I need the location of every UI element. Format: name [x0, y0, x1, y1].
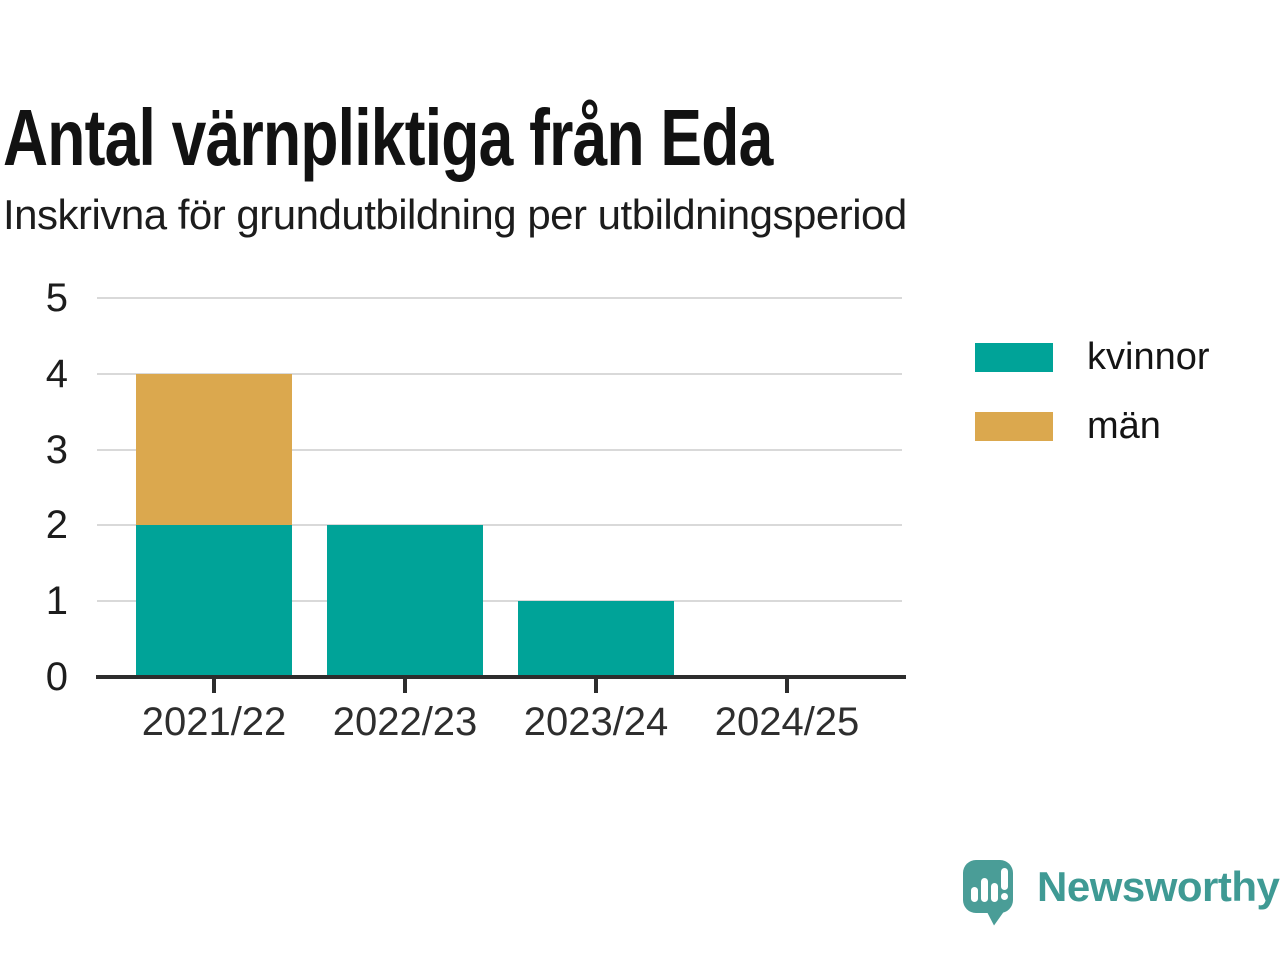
x-axis-tick-label: 2021/22	[141, 700, 287, 744]
y-axis-tick-label: 3	[45, 427, 68, 472]
gridline	[97, 297, 902, 299]
y-axis-tick-label: 1	[45, 579, 68, 624]
y-axis-tick-label: 0	[45, 655, 68, 699]
x-axis-tick	[212, 679, 216, 693]
legend-item: kvinnor	[975, 338, 1210, 376]
x-axis-line	[96, 675, 906, 679]
legend: kvinnor män	[975, 338, 1210, 476]
legend-item: män	[975, 407, 1210, 445]
gridline	[97, 600, 902, 603]
bar-segment	[136, 525, 292, 677]
gridline	[97, 524, 902, 527]
x-axis-tick	[785, 679, 789, 693]
speech-bubble-bar-chart-icon	[963, 860, 1013, 926]
x-axis-tick-label: 2022/23	[332, 700, 478, 744]
gridline	[97, 372, 902, 375]
page-title: Antal värnpliktiga från Eda	[3, 92, 773, 182]
y-axis-tick-label: 2	[45, 503, 68, 548]
bar-segment	[327, 525, 483, 677]
x-axis-tick-label: 2024/25	[714, 700, 860, 744]
y-axis-tick-label: 5	[45, 276, 68, 320]
legend-label: män	[1087, 405, 1161, 447]
brand-logo-text: Newsworthy	[1037, 863, 1280, 910]
legend-swatch	[975, 342, 1053, 372]
y-axis-tick-label: 4	[45, 351, 68, 396]
legend-label: kvinnor	[1087, 336, 1210, 378]
bar-segment	[518, 601, 674, 677]
x-axis-tick	[403, 679, 407, 693]
bar-segment	[136, 373, 292, 526]
x-axis-tick-label: 2023/24	[523, 700, 669, 744]
gridline	[97, 448, 902, 451]
brand-logo: Newsworthy	[963, 860, 1280, 926]
legend-swatch	[975, 411, 1053, 441]
x-axis-tick	[594, 679, 598, 693]
page-subtitle: Inskrivna för grundutbildning per utbild…	[3, 191, 907, 238]
